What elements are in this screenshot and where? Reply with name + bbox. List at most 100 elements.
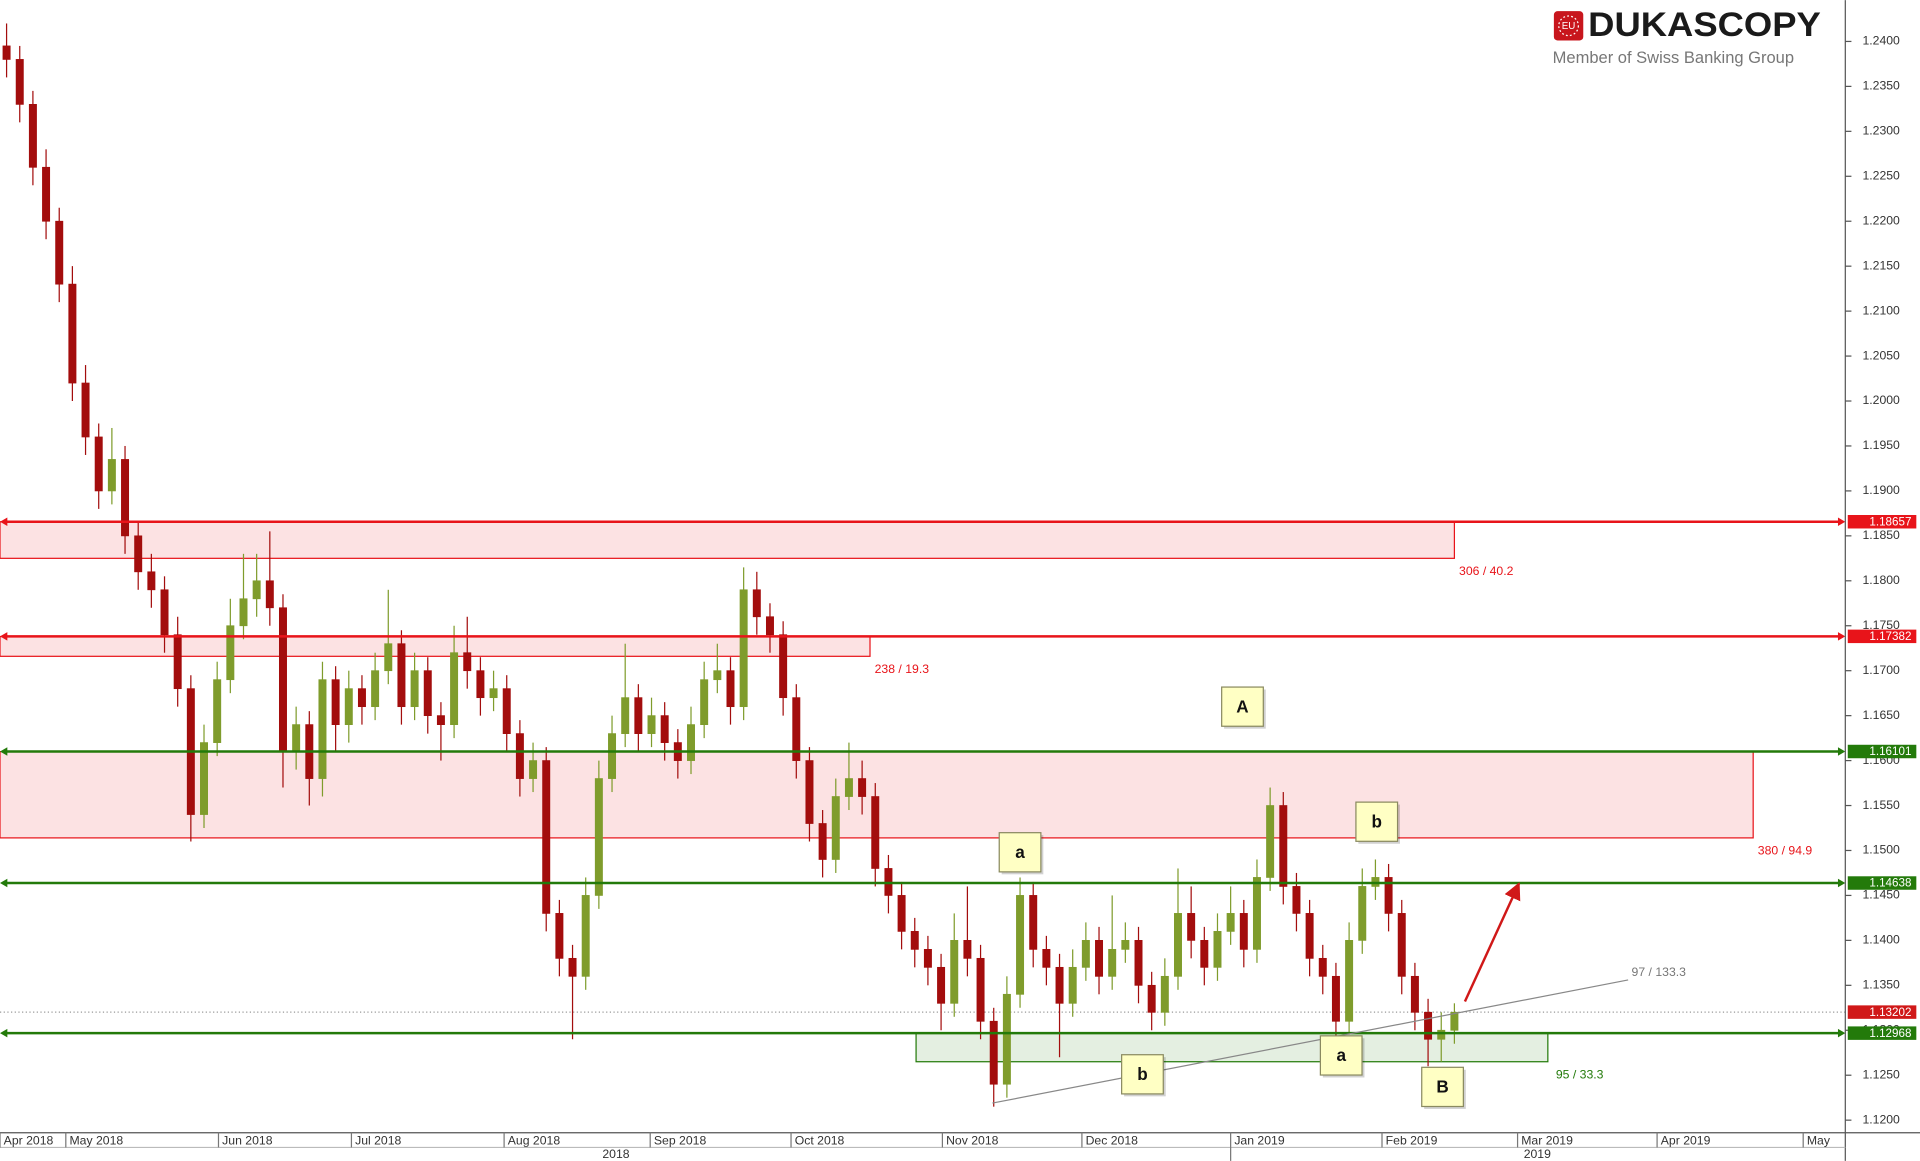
candle-body	[1384, 877, 1393, 914]
candle-body	[1174, 913, 1182, 977]
candle-body	[950, 940, 959, 1004]
candle-body	[371, 670, 380, 708]
candle-body	[529, 760, 538, 779]
candle-body	[173, 634, 182, 690]
candle-body	[647, 715, 656, 734]
candle-body	[700, 679, 709, 725]
y-tick-label: 1.1750	[1862, 618, 1900, 632]
candle-body	[1068, 966, 1077, 1004]
candle-body	[1266, 805, 1275, 878]
level-arrow-left	[0, 878, 8, 888]
x-tick-label: Jun 2018	[222, 1134, 273, 1148]
candle-body	[765, 616, 774, 636]
candle-body	[1160, 975, 1169, 1013]
current-price-box	[1847, 1005, 1917, 1019]
candle-body	[923, 948, 932, 968]
candle-body	[1029, 895, 1038, 950]
x-tick-label: Mar 2019	[1521, 1134, 1573, 1148]
candle-body	[397, 643, 406, 708]
candle-body	[344, 688, 353, 725]
candle-body	[252, 580, 261, 600]
x-tick-label: Dec 2018	[1086, 1134, 1139, 1148]
candle-body	[752, 589, 761, 618]
x-tick-label: Apr 2019	[1661, 1134, 1711, 1148]
candle-body	[858, 778, 867, 797]
level-price-label: 1.16101	[1869, 745, 1911, 758]
candle-body	[1226, 913, 1235, 932]
zone-label: 95 / 33.3	[1556, 1067, 1604, 1081]
candle-body	[1055, 966, 1064, 1004]
year-label: 2018	[602, 1147, 629, 1161]
candle-body	[1042, 948, 1051, 968]
y-tick-label: 1.1800	[1862, 573, 1900, 587]
wave-label: a	[1336, 1045, 1346, 1065]
candle-body	[713, 670, 722, 681]
candle-body	[1437, 1029, 1446, 1040]
zone-label: 238 / 19.3	[875, 662, 930, 676]
candle-body	[68, 283, 77, 384]
candle-body	[805, 760, 814, 824]
candle-body	[555, 913, 564, 959]
level-arrow-left	[0, 517, 8, 527]
candle-body	[265, 580, 274, 609]
candle-body	[410, 670, 419, 708]
zone	[0, 635, 871, 657]
y-tick-label: 1.1350	[1862, 978, 1900, 992]
candle-body	[660, 715, 669, 743]
level-price-box	[1847, 744, 1917, 759]
candle-body	[1121, 940, 1130, 950]
y-tick-label: 1.2150	[1862, 258, 1900, 272]
candle-body	[1147, 984, 1156, 1013]
candle-body	[779, 634, 788, 699]
level-price-box	[1847, 629, 1917, 644]
y-tick-label: 1.1900	[1862, 483, 1900, 497]
candle-body	[542, 760, 551, 914]
x-tick-label: Apr 2018	[4, 1134, 54, 1148]
candle-body	[489, 688, 498, 699]
wave-label-box	[998, 832, 1042, 873]
candle-body	[200, 742, 208, 815]
candle-body	[476, 670, 485, 699]
candle-body	[1213, 931, 1222, 968]
y-tick-label: 1.1200	[1862, 1112, 1900, 1126]
candle-body	[1081, 940, 1090, 968]
candle-body	[134, 535, 143, 573]
candle-body	[581, 895, 590, 977]
zone-label: 306 / 40.2	[1459, 564, 1514, 578]
level-arrow-right	[1837, 632, 1846, 641]
candle-body	[1345, 940, 1354, 1022]
candle-body	[15, 59, 24, 105]
candle-body	[278, 607, 287, 752]
current-price-label: 1.13202	[1869, 1006, 1911, 1019]
candle-body	[226, 625, 235, 681]
y-tick-label: 1.1500	[1862, 843, 1900, 857]
wave-label-box	[1221, 686, 1264, 727]
candle-body	[1305, 913, 1314, 959]
candle-body	[1424, 1011, 1433, 1040]
y-tick-label: 1.1250	[1862, 1067, 1900, 1081]
level-arrow-right	[1837, 1028, 1846, 1038]
candle-body	[318, 679, 327, 779]
candle-body	[384, 643, 393, 672]
year-label: 2019	[1524, 1147, 1551, 1161]
candle-body	[1134, 940, 1143, 986]
candle-body	[594, 778, 603, 896]
x-tick-label: May 2018	[69, 1134, 123, 1148]
logo-badge-text: EU	[1562, 21, 1576, 32]
y-tick-label: 1.2100	[1862, 303, 1900, 317]
price-axis-panel	[1845, 0, 1920, 1133]
y-tick-label: 1.1550	[1862, 798, 1900, 812]
candle-body	[331, 679, 340, 725]
candle-body	[81, 382, 90, 438]
y-tick-label: 1.2250	[1862, 169, 1900, 183]
y-tick-label: 1.1950	[1862, 438, 1900, 452]
wave-label: B	[1436, 1077, 1448, 1097]
wave-label-box	[1319, 1035, 1363, 1076]
y-tick-label: 1.1450	[1862, 888, 1900, 902]
candle-body	[818, 823, 827, 860]
zone-label: 380 / 94.9	[1758, 844, 1813, 858]
y-tick-label: 1.2000	[1862, 393, 1900, 407]
candle-body	[910, 931, 919, 950]
